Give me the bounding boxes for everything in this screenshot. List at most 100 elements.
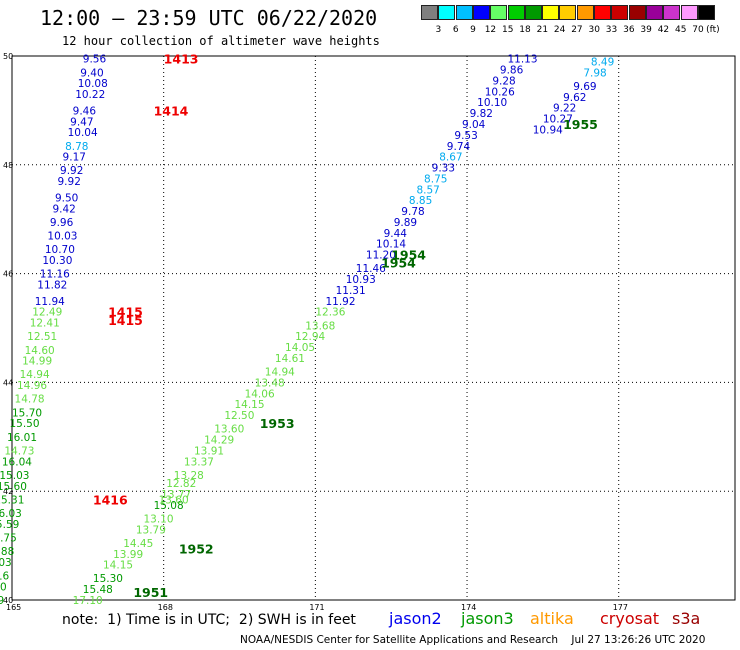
- satellite-label-s3a: s3a: [672, 609, 701, 628]
- x-tick-label: 165: [6, 603, 21, 612]
- swh-point: 10.94: [533, 124, 563, 136]
- scale-label: 6: [452, 25, 459, 35]
- scale-swatch: [628, 5, 646, 20]
- swh-point: 14.15: [234, 399, 264, 411]
- scale-label: 21: [536, 25, 549, 35]
- swh-point: 15.59: [0, 519, 19, 531]
- swh-point: 14.06: [245, 388, 275, 400]
- swh-point: 15.70: [12, 407, 42, 419]
- swh-point: 13.79: [136, 524, 166, 536]
- swh-point: 15.31: [0, 494, 24, 506]
- swh-point: 9.46: [73, 105, 97, 117]
- credit-line: NOAA/NESDIS Center for Satellite Applica…: [240, 634, 706, 646]
- swh-point: 15.75: [0, 532, 17, 544]
- swh-point: 9.33: [432, 163, 455, 175]
- swh-point: 9.53: [454, 130, 477, 142]
- swh-point: 8.75: [424, 173, 447, 185]
- pass-number-label: 1951: [133, 585, 168, 600]
- swh-point: 14.94: [265, 367, 295, 379]
- swh-point: 15.60: [0, 481, 27, 493]
- swh-point: 14.73: [4, 445, 34, 457]
- swh-point: 10.70: [45, 244, 75, 256]
- swh-point: 15.48: [83, 584, 113, 596]
- chart-title: 12:00 – 23:59 UTC 06/22/2020: [40, 6, 378, 30]
- swh-point: 10.26: [485, 86, 515, 98]
- scale-label: 36: [623, 25, 635, 35]
- swh-point: 12.36: [315, 307, 345, 319]
- swh-point: 13.68: [305, 320, 335, 332]
- swh-point: 10.14: [376, 239, 406, 251]
- y-tick-label: 40: [3, 596, 13, 605]
- swh-point: 10.04: [68, 127, 98, 139]
- scale-label: (ft): [706, 25, 720, 35]
- swh-point: 9.82: [470, 108, 493, 120]
- swh-point: 17.10: [73, 595, 103, 607]
- swh-point: 9.62: [563, 92, 586, 104]
- swh-point: 9.44: [384, 228, 408, 240]
- plot-frame: [11, 55, 736, 601]
- swh-point: 11.92: [325, 296, 355, 308]
- satellite-label-cryosat: cryosat: [600, 609, 660, 628]
- scale-label: 45: [675, 25, 687, 35]
- swh-point: 13.37: [184, 456, 214, 468]
- swh-point: 11.94: [35, 296, 65, 308]
- scale-swatch: [507, 5, 525, 20]
- swh-point: 9.89: [394, 217, 417, 229]
- swh-point: 9.50: [55, 192, 78, 204]
- swh-point: 9.28: [492, 75, 515, 87]
- scale-label: 9: [470, 25, 476, 35]
- scale-swatch: [559, 5, 577, 20]
- swh-point: 14.78: [15, 394, 45, 406]
- swh-point: 8.49: [591, 56, 614, 68]
- swh-point: 8.85: [409, 195, 432, 207]
- swh-point: 9.96: [50, 217, 74, 229]
- scale-label: 70: [692, 25, 704, 35]
- swh-point: 10.10: [477, 97, 507, 109]
- swh-point: 16.01: [7, 432, 37, 444]
- swh-point: 9.40: [80, 67, 103, 79]
- swh-point: 14.61: [275, 353, 305, 365]
- scale-label: 12: [484, 25, 497, 35]
- swh-point: 9.86: [500, 65, 524, 77]
- chart-subtitle: 12 hour collection of altimeter wave hei…: [62, 34, 380, 48]
- swh-point: 11.20: [366, 250, 396, 262]
- swh-point: 16.88: [0, 546, 14, 558]
- scale-label: 30: [588, 25, 600, 35]
- swh-point: 9.92: [58, 176, 81, 188]
- swh-point: 10.30: [42, 255, 72, 267]
- x-tick-label: 171: [309, 603, 324, 612]
- swh-point: 18.03: [0, 557, 12, 569]
- y-tick-label: 46: [3, 270, 13, 279]
- swh-point: 13.48: [255, 377, 285, 389]
- swh-point: 13.10: [143, 513, 173, 525]
- scale-swatch: [594, 5, 611, 20]
- swh-point: 11.13: [507, 54, 537, 66]
- pass-number-label: 1413: [164, 52, 199, 67]
- scale-swatch: [421, 5, 438, 20]
- swh-point: 9.74: [447, 141, 471, 153]
- swh-point: 12.82: [166, 478, 196, 490]
- pass-number-label: 1415: [108, 305, 143, 320]
- swh-point: 16.03: [0, 508, 22, 520]
- swh-point: 14.15: [103, 560, 133, 572]
- scale-label: 3: [435, 25, 442, 35]
- swh-point: 16.80: [0, 581, 7, 593]
- scale-swatch: [680, 5, 698, 20]
- swh-point: 10.03: [47, 231, 77, 243]
- scale-swatch: [472, 5, 490, 20]
- swh-point: 15.03: [0, 470, 29, 482]
- x-tick-label: 174: [461, 603, 476, 612]
- swh-point: 12.51: [27, 331, 57, 343]
- swh-point: 13.28: [174, 470, 204, 482]
- swh-point: 12.94: [295, 331, 325, 343]
- swh-point: 9.04: [462, 119, 486, 131]
- swh-point: 14.05: [285, 342, 315, 354]
- y-tick-label: 42: [3, 487, 13, 496]
- pass-number-label: 1416: [93, 492, 128, 507]
- x-tick-label: 168: [158, 603, 173, 612]
- swh-point: 8.78: [65, 141, 88, 153]
- swh-point: 14.99: [22, 356, 52, 368]
- swh-point: 15.30: [93, 573, 123, 585]
